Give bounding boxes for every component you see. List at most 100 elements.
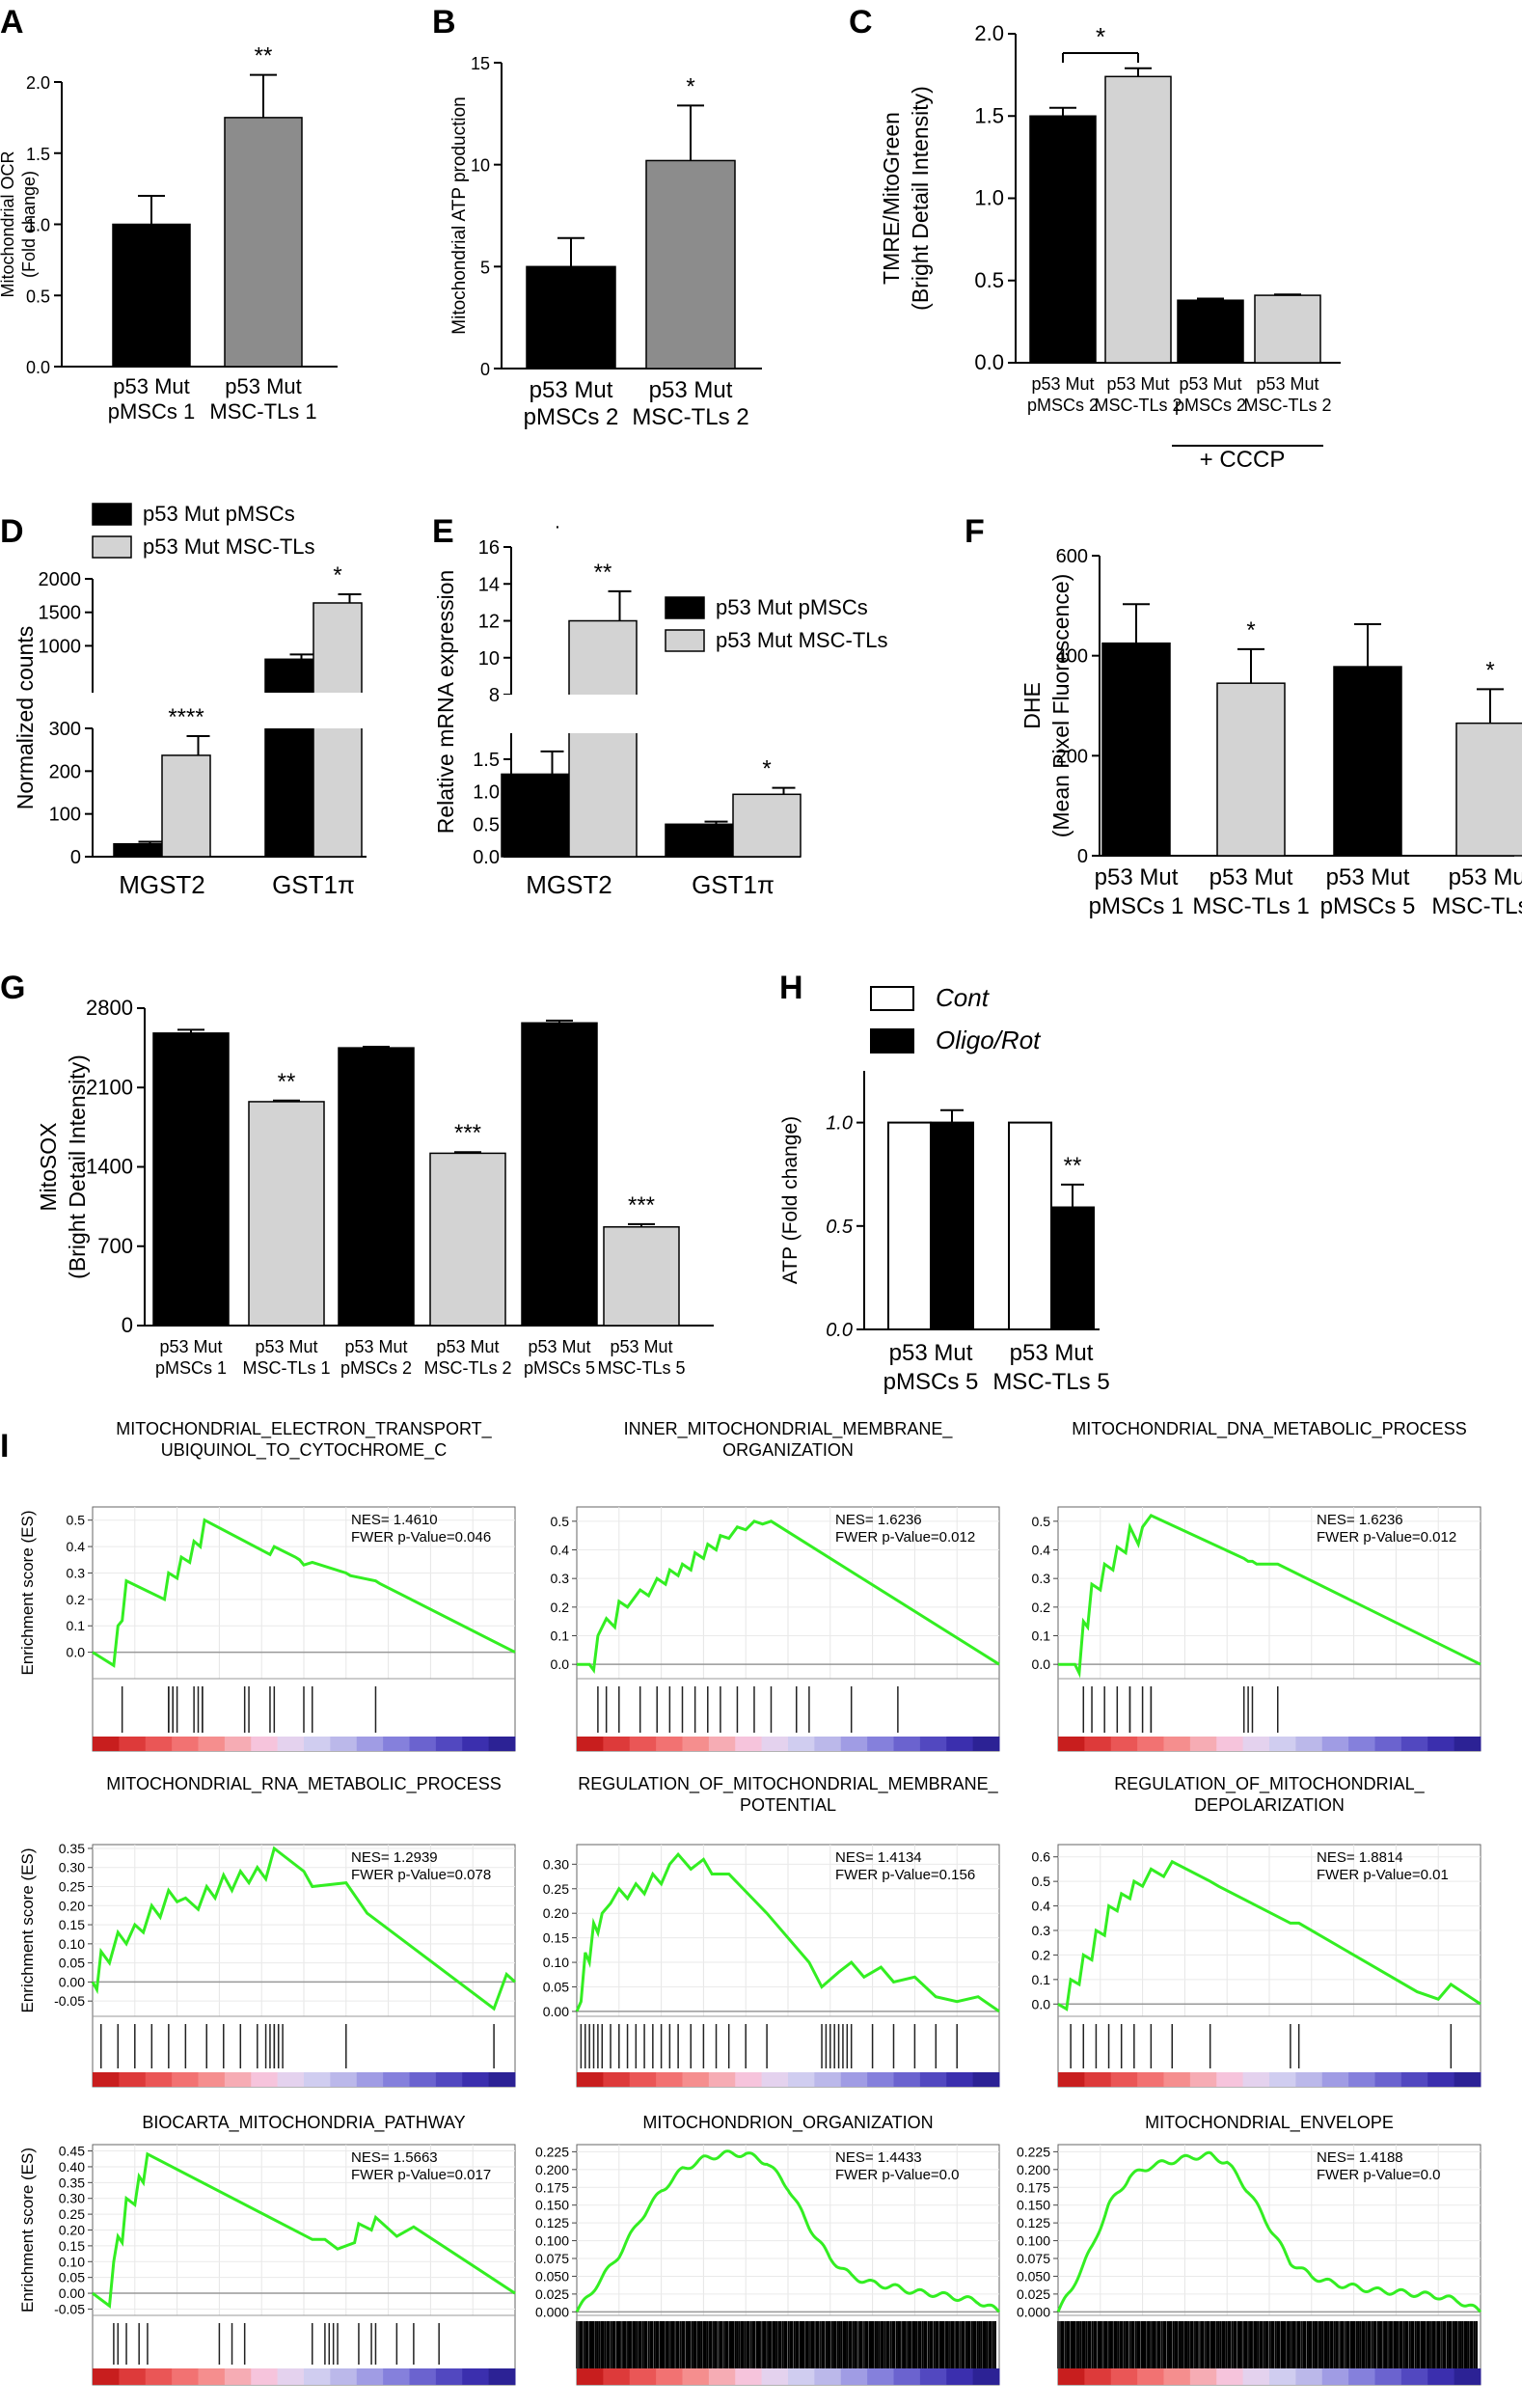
gsea-plot: REGULATION_OF_MITOCHONDRIAL_MEMBRANE_POT… bbox=[543, 1774, 1000, 2088]
rank-color-segment bbox=[277, 1737, 305, 1751]
legend-label: p53 Mut MSC-TLs bbox=[143, 534, 315, 559]
y-tick-label: 2800 bbox=[86, 996, 133, 1020]
fwer-label: FWER p-Value=0.01 bbox=[1317, 1867, 1449, 1883]
legend-label: p53 Mut MSC-TLs bbox=[716, 628, 888, 652]
rank-color-segment bbox=[224, 1737, 252, 1751]
gsea-plot: MITOCHONDRIAL_DNA_METABOLIC_PROCESS 0.0 0.… bbox=[1032, 1419, 1481, 1752]
rank-color-segment bbox=[1269, 2072, 1296, 2087]
y-tick-label: 0.2 bbox=[1032, 1947, 1051, 1962]
enrichment-curve bbox=[92, 1518, 516, 1668]
y-tick-label: 100 bbox=[49, 805, 81, 826]
y-tick-label: 0.10 bbox=[543, 1955, 569, 1970]
y-tick-label: 0.4 bbox=[1032, 1899, 1051, 1914]
y-tick-label: 0.0 bbox=[1032, 1656, 1051, 1672]
chart-H: 0.0 0.5 1.0 p53 Mut pMSCs 5 ** p53 Mut MSC-TLs … bbox=[779, 983, 1110, 1395]
significance-label: ** bbox=[1064, 1153, 1082, 1179]
bar bbox=[1050, 1206, 1095, 1331]
legend-swatch bbox=[92, 503, 132, 526]
y-axis-label: MitoSOX bbox=[36, 1122, 61, 1211]
rank-color-segment bbox=[840, 2368, 868, 2385]
y-tick-label: 12 bbox=[478, 612, 500, 633]
rank-color-segment bbox=[1058, 2072, 1085, 2087]
enrichment-curve bbox=[91, 1846, 517, 2011]
y-tick-label: 0.150 bbox=[1017, 2198, 1050, 2213]
gsea-title: REGULATION_OF_MITOCHONDRIAL_MEMBRANE_ bbox=[578, 1774, 998, 1794]
rank-color-segment bbox=[1427, 1737, 1455, 1751]
y-tick-label: 1.5 bbox=[473, 750, 500, 771]
x-tick-label: p53 Mut bbox=[1326, 864, 1410, 890]
panel-label: H bbox=[779, 970, 803, 1006]
x-tick-label: GST1π bbox=[692, 870, 775, 899]
rank-color-segment bbox=[1216, 2072, 1244, 2087]
rank-color-segment bbox=[919, 2368, 947, 2385]
y-tick-label: 5 bbox=[480, 258, 490, 277]
x-tick-label: p53 Mut bbox=[255, 1337, 317, 1356]
x-tick-label: pMSCs 5 bbox=[524, 1358, 595, 1378]
y-tick-label: 0.20 bbox=[59, 2223, 85, 2238]
y-tick-label: 0 bbox=[70, 847, 81, 868]
y-axis-label: Enrichment score (ES) bbox=[18, 2148, 37, 2312]
fwer-label: FWER p-Value=0.0 bbox=[835, 2167, 960, 2183]
y-tick-label: 0.5 bbox=[67, 1513, 86, 1528]
rank-color-segment bbox=[383, 2368, 410, 2385]
y-tick-label: 10 bbox=[478, 648, 500, 670]
panel-label: D bbox=[0, 513, 24, 550]
y-tick-label: 15 bbox=[471, 54, 490, 73]
x-tick-label: p53 Mut bbox=[113, 374, 190, 398]
y-tick-label: 0.4 bbox=[551, 1543, 570, 1558]
y-tick-label: 0.35 bbox=[59, 1841, 85, 1856]
y-tick-label: 8 bbox=[489, 685, 500, 706]
rank-color-segment bbox=[172, 1737, 199, 1751]
y-tick-label: 1.5 bbox=[26, 145, 50, 164]
y-tick-label: 0.1 bbox=[67, 1618, 86, 1633]
y-tick-label: 14 bbox=[478, 574, 500, 595]
bar bbox=[887, 1121, 932, 1330]
axis-break-gap bbox=[500, 695, 639, 733]
y-tick-label: 0.0 bbox=[1032, 1996, 1051, 2011]
rank-color-segment bbox=[330, 2368, 358, 2385]
rank-color-segment bbox=[1269, 1737, 1296, 1751]
rank-color-segment bbox=[356, 1737, 384, 1751]
bar bbox=[161, 754, 211, 858]
rank-color-segment bbox=[1295, 2072, 1323, 2087]
legend-swatch bbox=[665, 629, 705, 652]
y-tick-label: 0.050 bbox=[535, 2268, 569, 2284]
y-tick-label: 0.5 bbox=[826, 1217, 854, 1238]
rank-color-segment bbox=[1348, 2368, 1375, 2385]
x-tick-label: MGST2 bbox=[119, 870, 205, 899]
y-tick-label: 0.05 bbox=[543, 1979, 569, 1994]
bar bbox=[665, 823, 734, 858]
rank-color-segment bbox=[1400, 2072, 1428, 2087]
bar bbox=[1008, 1121, 1052, 1330]
x-tick-label: GST1π bbox=[272, 870, 355, 899]
gsea-plot: BIOCARTA_MITOCHONDRIA_PATHWAY-0.050.000.… bbox=[18, 2113, 516, 2386]
rank-color-segment bbox=[761, 2368, 789, 2385]
rank-color-segment bbox=[119, 2072, 147, 2087]
y-tick-label: 16 bbox=[478, 537, 500, 559]
legend-swatch bbox=[870, 1028, 914, 1054]
rank-color-segment bbox=[814, 2368, 842, 2385]
x-tick-label: pMSCs 1 bbox=[155, 1358, 227, 1378]
rank-color-segment bbox=[1374, 2072, 1402, 2087]
nes-label: NES= 1.6236 bbox=[835, 1512, 922, 1528]
y-tick-label: 0.3 bbox=[67, 1565, 86, 1580]
rank-color-segment bbox=[656, 2368, 683, 2385]
y-axis-label: DHE bbox=[1019, 682, 1045, 729]
y-axis-label: (Fold change) bbox=[19, 171, 39, 278]
rank-color-segment bbox=[304, 2072, 331, 2087]
panel-label: A bbox=[0, 4, 24, 41]
y-tick-label: 0.3 bbox=[1032, 1571, 1051, 1586]
rank-color-segment bbox=[172, 2368, 199, 2385]
y-tick-label: 0.200 bbox=[535, 2162, 569, 2177]
legend-label: p53 Mut pMSCs bbox=[143, 502, 295, 526]
rank-color-segment bbox=[488, 2072, 516, 2087]
y-tick-label: 0.050 bbox=[1017, 2268, 1050, 2284]
y-tick-label: 2100 bbox=[86, 1075, 133, 1099]
x-tick-label: MSC-TLs 1 bbox=[209, 399, 316, 424]
rank-color-segment bbox=[867, 2072, 894, 2087]
rank-color-segment bbox=[919, 2072, 947, 2087]
axis-break-gap bbox=[112, 693, 212, 728]
y-axis-label: Relative mRNA expression bbox=[433, 570, 458, 835]
y-tick-label: 0.20 bbox=[59, 1898, 85, 1913]
rank-color-segment bbox=[1374, 2368, 1402, 2385]
